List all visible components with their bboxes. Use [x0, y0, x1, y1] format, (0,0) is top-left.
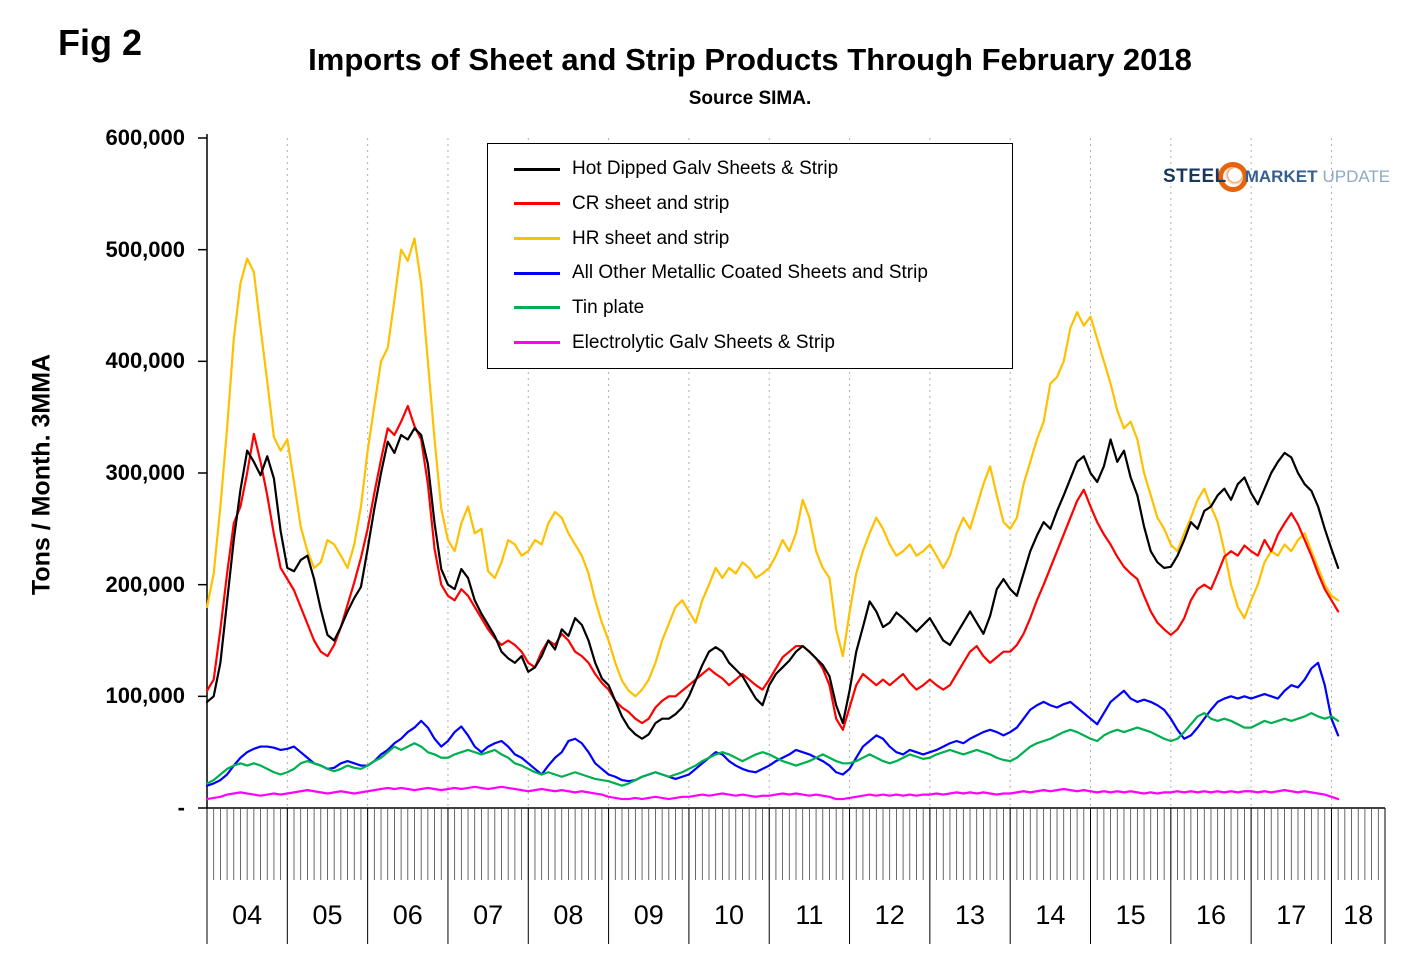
legend-item: All Other Metallic Coated Sheets and Str… — [514, 262, 1012, 284]
y-tick-label: - — [177, 795, 185, 820]
legend-label: All Other Metallic Coated Sheets and Str… — [572, 262, 928, 284]
series-line-electrolytic-galv-sheets-strip — [205, 785, 1340, 801]
x-axis-year-label: 06 — [393, 900, 423, 930]
legend-item: Electrolytic Galv Sheets & Strip — [514, 332, 1012, 354]
y-tick-label: 500,000 — [105, 236, 185, 262]
series-line-cr-sheet-and-strip — [205, 404, 1340, 731]
x-axis-year-label: 13 — [955, 900, 985, 930]
logo-market-text: MARKET — [1244, 167, 1318, 186]
legend-swatch-line — [514, 202, 560, 206]
x-axis-year-label: 09 — [634, 900, 664, 930]
legend-label: Electrolytic Galv Sheets & Strip — [572, 331, 835, 353]
x-axis-year-label: 12 — [875, 900, 905, 930]
logo-swirl-icon — [1217, 162, 1248, 192]
legend-label: CR sheet and strip — [572, 192, 730, 214]
x-axis-year-label: 14 — [1035, 900, 1065, 930]
x-axis-year-label: 17 — [1276, 900, 1306, 930]
legend-swatch-line — [514, 167, 560, 171]
x-axis-year-label: 15 — [1116, 900, 1146, 930]
x-axis-year-label: 08 — [553, 900, 583, 930]
x-axis-year-label: 18 — [1343, 900, 1373, 930]
legend-swatch-line — [514, 271, 560, 275]
series-line-hr-sheet-and-strip — [205, 237, 1340, 698]
y-tick-label: 200,000 — [105, 571, 185, 597]
chart-title: Imports of Sheet and Strip Products Thro… — [308, 42, 1192, 77]
legend-item: Hot Dipped Galv Sheets & Strip — [514, 158, 1012, 180]
x-axis-year-label: 07 — [473, 900, 503, 930]
chart-subtitle: Source SIMA. — [688, 88, 812, 109]
legend-swatch-line — [514, 306, 560, 310]
x-axis-year-label: 04 — [232, 900, 262, 930]
series-line-hot-dipped-galv-sheets-strip — [205, 427, 1340, 740]
y-tick-label: 100,000 — [105, 683, 185, 709]
legend-item: HR sheet and strip — [514, 228, 1012, 250]
series-line-tin-plate — [205, 711, 1340, 787]
legend: Hot Dipped Galv Sheets & Strip CR sheet a… — [487, 143, 1013, 369]
legend-label: Hot Dipped Galv Sheets & Strip — [572, 158, 839, 180]
y-tick-label: 400,000 — [105, 348, 185, 374]
logo-steel-text: STEEL — [1163, 166, 1227, 187]
x-axis-year-label: 16 — [1196, 900, 1226, 930]
figure-label: Fig 2 — [58, 22, 143, 63]
x-axis-year-label: 10 — [714, 900, 744, 930]
x-axis-year-label: 11 — [795, 900, 823, 930]
legend-item: Tin plate — [514, 297, 1012, 319]
legend-label: HR sheet and strip — [572, 227, 730, 249]
legend-item: CR sheet and strip — [514, 193, 1012, 215]
y-tick-label: 600,000 — [105, 125, 185, 150]
y-tick-label: 300,000 — [105, 460, 185, 485]
series-line-all-other-metallic-coated-sheets-and-strip — [205, 661, 1340, 787]
x-axis-year-label: 05 — [312, 900, 342, 930]
logo-update-text: UPDATE — [1322, 167, 1391, 186]
legend-swatch-line — [514, 341, 560, 345]
steel-market-update-logo: STEEL MARKET UPDATE — [1163, 162, 1390, 192]
legend-swatch-line — [514, 237, 560, 241]
legend-label: Tin plate — [572, 296, 645, 318]
